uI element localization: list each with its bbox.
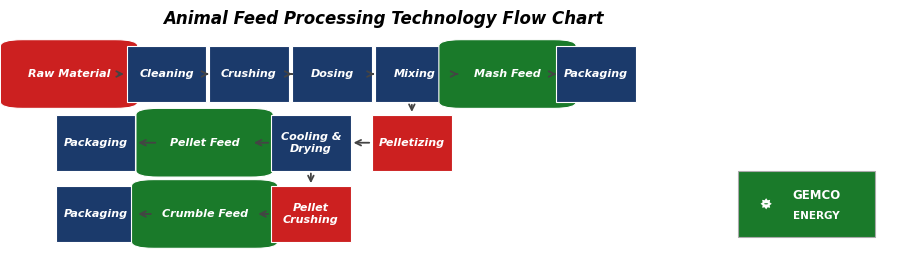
FancyBboxPatch shape [372,115,452,171]
Text: Cooling &
Drying: Cooling & Drying [281,132,341,153]
FancyBboxPatch shape [56,186,136,242]
Text: ENERGY: ENERGY [793,211,840,221]
Text: Raw Material: Raw Material [28,69,111,79]
FancyBboxPatch shape [738,171,875,237]
Text: Packaging: Packaging [64,138,128,148]
Text: Mash Feed: Mash Feed [474,69,541,79]
FancyBboxPatch shape [0,40,138,108]
Text: Pelletizing: Pelletizing [379,138,445,148]
FancyBboxPatch shape [374,46,454,102]
FancyBboxPatch shape [271,186,351,242]
FancyBboxPatch shape [131,180,278,248]
Text: Crumble Feed: Crumble Feed [161,209,248,219]
Circle shape [764,203,769,204]
FancyBboxPatch shape [209,46,289,102]
Text: GEMCO: GEMCO [793,189,841,202]
FancyBboxPatch shape [56,115,136,171]
FancyBboxPatch shape [292,46,372,102]
Text: Packaging: Packaging [564,69,628,79]
FancyBboxPatch shape [556,46,636,102]
FancyBboxPatch shape [271,115,351,171]
Text: Cleaning: Cleaning [140,69,194,79]
FancyBboxPatch shape [127,46,206,102]
Text: Crushing: Crushing [221,69,276,79]
FancyBboxPatch shape [136,108,274,177]
Text: Animal Feed Processing Technology Flow Chart: Animal Feed Processing Technology Flow C… [163,10,604,28]
Text: Pellet
Crushing: Pellet Crushing [283,203,338,225]
FancyBboxPatch shape [439,40,576,108]
Text: Pellet Feed: Pellet Feed [170,138,239,148]
Text: Packaging: Packaging [64,209,128,219]
Polygon shape [760,198,772,209]
Text: Mixing: Mixing [393,69,436,79]
Text: Dosing: Dosing [310,69,354,79]
